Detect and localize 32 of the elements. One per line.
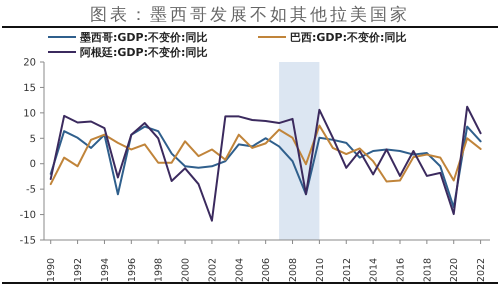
x-tick-label: 1998 <box>154 258 165 282</box>
x-tick-label: 1994 <box>100 258 111 282</box>
x-tick-label: 2010 <box>314 258 326 282</box>
x-tick-label: 1992 <box>73 258 84 282</box>
legend-label: 巴西:GDP:不变价:同比 <box>290 31 406 44</box>
x-tick-label: 2008 <box>288 258 300 282</box>
y-tick-label: -10 <box>20 210 36 222</box>
y-tick-label: -15 <box>20 236 36 246</box>
x-tick-label: 2012 <box>342 258 353 282</box>
legend-label: 阿根廷:GDP:不变价:同比 <box>80 46 208 59</box>
y-tick-label: 20 <box>23 58 36 68</box>
x-tick-label: 2022 <box>476 258 488 282</box>
x-tick-label: 2004 <box>234 258 246 282</box>
line-series <box>50 106 482 222</box>
line-series <box>50 126 482 208</box>
y-tick-label: -5 <box>26 184 36 196</box>
y-tick-label: 10 <box>23 108 36 120</box>
x-tick-label: 2000 <box>180 258 192 282</box>
x-tick-label: 2016 <box>395 258 406 282</box>
line-series <box>50 124 482 186</box>
x-tick-label: 2020 <box>449 258 460 282</box>
x-tick-label: 1996 <box>126 258 138 282</box>
x-tick-label: 2014 <box>368 258 380 282</box>
y-tick-label: 0 <box>30 159 36 170</box>
x-tick-label: 2002 <box>207 258 218 282</box>
y-tick-label: 5 <box>30 134 36 145</box>
y-tick-label: 15 <box>23 82 36 94</box>
x-tick-label: 2006 <box>261 258 272 282</box>
legend-label: 墨西哥:GDP:不变价:同比 <box>79 31 208 44</box>
chart-title: 图表：墨西哥发展不如其他拉美国家 <box>90 5 410 25</box>
x-tick-label: 1990 <box>46 258 58 282</box>
x-tick-label: 2018 <box>422 258 434 282</box>
